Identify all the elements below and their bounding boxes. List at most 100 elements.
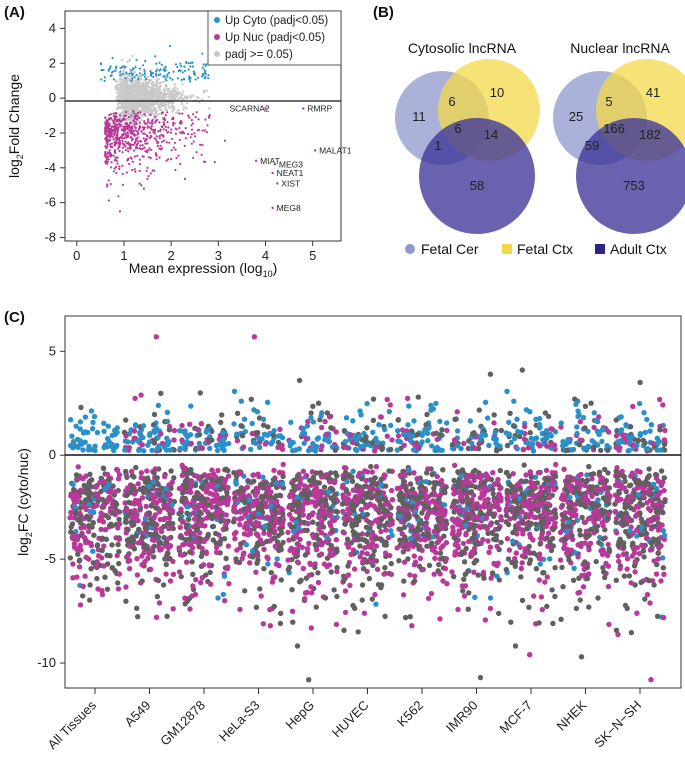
strip-point (184, 434, 191, 440)
strip-point (311, 499, 318, 506)
scatter-point-ns (155, 110, 158, 113)
scatter-point-nuc (170, 158, 173, 161)
scatter-point-nuc (121, 139, 124, 143)
scatter-point-nuc (126, 159, 129, 162)
strip-point (242, 588, 248, 594)
strip-point (364, 551, 370, 557)
scatter-point-ns (150, 88, 153, 91)
scatter-point-ns (155, 88, 158, 91)
scatter-point-ns (135, 104, 138, 108)
scatter-point-ns (166, 92, 169, 96)
scatter-point-nuc (132, 112, 135, 115)
strip-point (314, 436, 320, 442)
strip-point (170, 571, 177, 577)
strip-point (126, 499, 132, 505)
strip-point (344, 536, 351, 542)
scatter-point-nuc (136, 154, 139, 157)
strip-point (171, 437, 177, 443)
strip-point (88, 566, 94, 572)
strip-point (287, 493, 293, 500)
scatter-point-ns (177, 91, 180, 94)
scatter-point-ns (195, 96, 199, 99)
strip-point (73, 491, 80, 498)
strip-point (386, 522, 393, 528)
strip-point (352, 605, 358, 611)
panel-a-frame (64, 10, 342, 242)
scatter-point-nuc (153, 137, 156, 140)
strip-point (225, 498, 231, 504)
scatter-point-nuc (172, 146, 175, 149)
strip-point (363, 477, 369, 483)
strip-point (182, 428, 188, 434)
strip-point (182, 595, 188, 601)
scatter-point-nuc (145, 122, 148, 125)
panel-a-xtick-label: 4 (262, 248, 269, 263)
scatter-point-ns (148, 120, 152, 123)
strip-point (114, 466, 120, 473)
strip-point (76, 564, 83, 570)
scatter-point-ns (116, 88, 119, 91)
strip-point (207, 490, 213, 496)
scatter-point-ns (128, 95, 131, 99)
strip-point (250, 554, 256, 560)
scatter-point-nuc (118, 210, 122, 213)
strip-point (151, 411, 158, 418)
strip-point (101, 428, 107, 434)
scatter-point-ns (163, 90, 166, 94)
strip-point (403, 487, 409, 493)
strip-point (280, 473, 286, 480)
strip-point (405, 432, 412, 438)
strip-point (116, 571, 123, 577)
scatter-point-ns (157, 95, 161, 99)
scatter-point-ns (168, 93, 171, 97)
scatter-point-nuc (106, 131, 109, 134)
strip-point (132, 500, 138, 507)
strip-point (414, 513, 420, 520)
scatter-point-cyto (174, 63, 177, 66)
scatter-point-ns (125, 77, 129, 81)
strip-point (401, 524, 408, 530)
strip-point (322, 418, 328, 425)
scatter-point-cyto (183, 78, 186, 81)
scatter-point-nuc (146, 135, 149, 138)
strip-point (251, 478, 257, 484)
strip-point (164, 613, 170, 619)
strip-point (234, 547, 240, 553)
scatter-point-ns (145, 93, 148, 97)
scatter-point-nuc (148, 136, 151, 140)
strip-point (99, 591, 106, 598)
strip-point (109, 441, 115, 447)
strip-point (201, 496, 207, 502)
strip-point (326, 438, 333, 445)
strip-point (403, 503, 409, 510)
scatter-point-ns (149, 78, 153, 82)
scatter-point-cyto (188, 78, 191, 81)
strip-point (345, 563, 351, 569)
strip-point (306, 540, 312, 547)
strip-point (298, 476, 304, 482)
scatter-point-ns (167, 98, 171, 101)
strip-point-min (306, 677, 312, 683)
scatter-point-ns (125, 88, 128, 91)
strip-point (368, 495, 375, 501)
strip-point-max (370, 396, 377, 402)
strip-point (419, 439, 425, 445)
scatter-point-cyto (179, 62, 182, 65)
scatter-point-nuc (125, 171, 128, 174)
strip-point (123, 468, 129, 475)
annotation-point (271, 171, 274, 175)
strip-point (177, 524, 183, 531)
scatter-point-nuc (158, 147, 161, 150)
strip-point (178, 485, 184, 492)
strip-point (209, 484, 216, 490)
strip-point (347, 582, 353, 589)
strip-point (308, 410, 314, 416)
scatter-point-cyto (132, 67, 135, 70)
strip-point (293, 533, 299, 540)
strip-point (429, 471, 435, 478)
strip-point (351, 566, 358, 572)
scatter-point-ns (130, 108, 133, 111)
scatter-point-nuc (139, 139, 142, 143)
strip-point (95, 553, 102, 559)
strip-point (264, 538, 270, 545)
